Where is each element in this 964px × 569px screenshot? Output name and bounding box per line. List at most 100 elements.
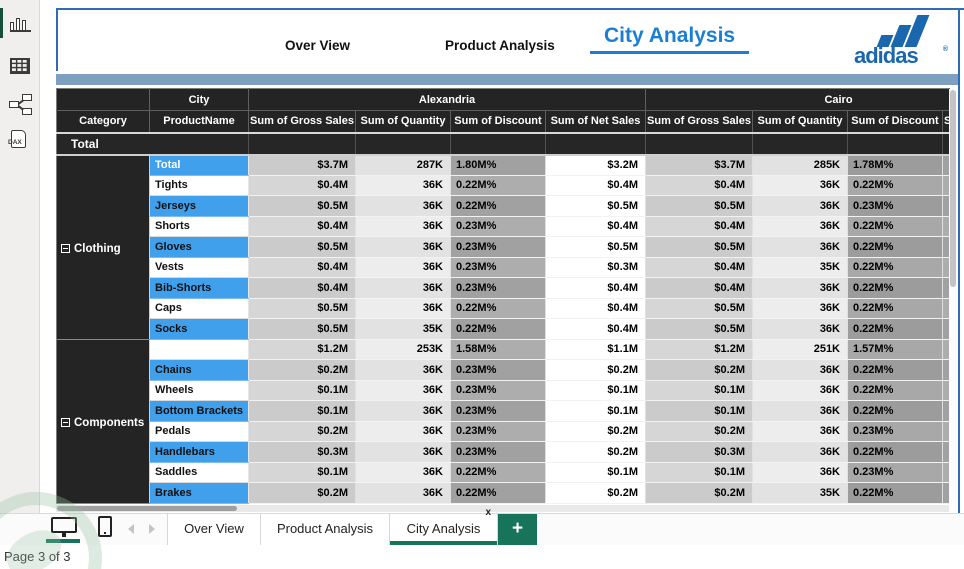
prev-page-arrow-icon[interactable]: [128, 524, 134, 534]
category-cell-components[interactable]: Components: [56, 339, 150, 504]
product-cell[interactable]: Brakes: [149, 482, 249, 504]
value-cell-alex_gross[interactable]: $0.5M: [248, 195, 356, 217]
product-cell[interactable]: Handlebars: [149, 441, 249, 463]
value-cell-alex_net[interactable]: $0.1M: [545, 380, 646, 401]
value-cell-cairo_discount[interactable]: 1.78M%: [847, 154, 943, 176]
value-cell-cairo_qty[interactable]: 36K: [752, 277, 848, 299]
column-header-alex-measure-0[interactable]: Sum of Gross Sales: [248, 110, 356, 133]
value-cell-cairo_qty[interactable]: 36K: [752, 318, 848, 340]
value-cell-cairo_discount[interactable]: 0.22M%: [847, 175, 943, 196]
value-cell-alex_qty[interactable]: 287K: [355, 154, 451, 176]
value-cell-cairo_gross[interactable]: $0.2M: [645, 482, 753, 504]
value-cell-cairo_gross[interactable]: $0.1M: [645, 462, 753, 483]
value-cell-cairo_gross[interactable]: $0.1M: [645, 400, 753, 422]
column-header-alex-measure-2[interactable]: Sum of Discount: [450, 110, 546, 133]
value-cell-alex_net[interactable]: $0.4M: [545, 318, 646, 340]
value-cell-alex_discount[interactable]: 0.23M%: [450, 380, 546, 401]
product-cell[interactable]: Socks: [149, 318, 249, 340]
value-cell-alex_gross[interactable]: $0.4M: [248, 175, 356, 196]
page-tab-city-analysis[interactable]: City Analysis x: [390, 507, 498, 545]
value-cell-alex_net[interactable]: $0.3M: [545, 257, 646, 278]
value-cell-cairo_gross[interactable]: $0.4M: [645, 257, 753, 278]
value-cell-alex_gross[interactable]: $0.1M: [248, 380, 356, 401]
dax-query-view-button[interactable]: DAX: [0, 124, 40, 160]
value-cell-cairo_discount[interactable]: 0.22M%: [847, 482, 943, 504]
value-cell-alex_discount[interactable]: 0.22M%: [450, 462, 546, 483]
value-cell-cairo_discount[interactable]: 0.22M%: [847, 216, 943, 237]
horizontal-scrollbar[interactable]: [56, 505, 949, 512]
value-cell-alex_net[interactable]: $0.1M: [545, 400, 646, 422]
value-cell-alex_gross[interactable]: $0.5M: [248, 298, 356, 319]
value-cell-alex_qty[interactable]: 36K: [355, 277, 451, 299]
value-cell-cairo_qty[interactable]: 36K: [752, 216, 848, 237]
value-cell-alex_net[interactable]: $0.4M: [545, 298, 646, 319]
desktop-view-icon[interactable]: [51, 517, 77, 537]
column-header-category[interactable]: Category: [56, 110, 150, 133]
value-cell-alex_qty[interactable]: 36K: [355, 441, 451, 463]
value-cell-alex_discount[interactable]: 0.23M%: [450, 400, 546, 422]
value-cell-alex_gross[interactable]: $0.2M: [248, 482, 356, 504]
product-cell[interactable]: Bib-Shorts: [149, 277, 249, 299]
product-cell[interactable]: [149, 339, 249, 360]
value-cell-alex_discount[interactable]: 0.22M%: [450, 175, 546, 196]
value-cell-cairo_discount[interactable]: 0.22M%: [847, 359, 943, 381]
column-header-cairo-measure-2[interactable]: Sum of Discount: [847, 110, 943, 133]
value-cell-alex_gross[interactable]: $0.4M: [248, 216, 356, 237]
value-cell-alex_discount[interactable]: 0.22M%: [450, 195, 546, 217]
value-cell-alex_qty[interactable]: 36K: [355, 482, 451, 504]
value-cell-alex_discount[interactable]: 0.23M%: [450, 257, 546, 278]
product-cell[interactable]: Gloves: [149, 236, 249, 258]
value-cell-cairo_gross[interactable]: $0.2M: [645, 359, 753, 381]
value-cell-alex_qty[interactable]: 253K: [355, 339, 451, 360]
value-cell-cairo_qty[interactable]: 251K: [752, 339, 848, 360]
value-cell-cairo_qty[interactable]: 36K: [752, 175, 848, 196]
value-cell-alex_net[interactable]: $0.2M: [545, 359, 646, 381]
value-cell-alex_discount[interactable]: 0.23M%: [450, 216, 546, 237]
city-header-cairo[interactable]: Cairo: [645, 88, 950, 111]
value-cell-alex_net[interactable]: $0.2M: [545, 441, 646, 463]
product-cell[interactable]: Jerseys: [149, 195, 249, 217]
product-cell[interactable]: Shorts: [149, 216, 249, 237]
product-cell[interactable]: Tights: [149, 175, 249, 196]
value-cell-cairo_qty[interactable]: 285K: [752, 154, 848, 176]
value-cell-alex_qty[interactable]: 36K: [355, 175, 451, 196]
value-cell-alex_discount[interactable]: 0.23M%: [450, 236, 546, 258]
product-cell[interactable]: Chains: [149, 359, 249, 381]
value-cell-alex_gross[interactable]: $0.3M: [248, 441, 356, 463]
product-cell[interactable]: Caps: [149, 298, 249, 319]
value-cell-alex_net[interactable]: $3.2M: [545, 154, 646, 176]
city-matrix-visual[interactable]: City Alexandria Cairo Category ProductName Su…: [56, 88, 950, 505]
value-cell-cairo_gross[interactable]: $0.5M: [645, 298, 753, 319]
value-cell-alex_gross[interactable]: $0.2M: [248, 359, 356, 381]
value-cell-alex_discount[interactable]: 0.23M%: [450, 359, 546, 381]
value-cell-cairo_discount[interactable]: 0.22M%: [847, 400, 943, 422]
value-cell-alex_qty[interactable]: 36K: [355, 359, 451, 381]
value-cell-alex_net[interactable]: $0.2M: [545, 482, 646, 504]
column-header-productname[interactable]: ProductName: [149, 110, 249, 133]
grand-total-row[interactable]: Total: [56, 131, 950, 156]
value-cell-alex_qty[interactable]: 36K: [355, 421, 451, 442]
value-cell-cairo_qty[interactable]: 36K: [752, 441, 848, 463]
value-cell-alex_discount[interactable]: 0.22M%: [450, 298, 546, 319]
value-cell-cairo_discount[interactable]: 0.22M%: [847, 277, 943, 299]
value-cell-cairo_discount[interactable]: 0.23M%: [847, 421, 943, 442]
mobile-view-icon[interactable]: [98, 516, 112, 537]
nav-city-analysis-link[interactable]: City Analysis: [590, 24, 750, 54]
value-cell-alex_qty[interactable]: 36K: [355, 400, 451, 422]
city-header-alexandria[interactable]: Alexandria: [248, 88, 646, 111]
value-cell-alex_gross[interactable]: $3.7M: [248, 154, 356, 176]
value-cell-alex_net[interactable]: $0.2M: [545, 421, 646, 442]
nav-overview-link[interactable]: Over View: [285, 38, 351, 53]
city-field-header[interactable]: City: [149, 88, 249, 111]
report-view-button[interactable]: [0, 6, 40, 42]
product-cell[interactable]: Vests: [149, 257, 249, 278]
value-cell-alex_net[interactable]: $0.4M: [545, 216, 646, 237]
close-tab-icon[interactable]: x: [485, 507, 491, 518]
value-cell-alex_qty[interactable]: 36K: [355, 216, 451, 237]
value-cell-cairo_gross[interactable]: $0.4M: [645, 277, 753, 299]
value-cell-cairo_discount[interactable]: 0.22M%: [847, 257, 943, 278]
value-cell-alex_net[interactable]: $1.1M: [545, 339, 646, 360]
value-cell-cairo_gross[interactable]: $0.4M: [645, 175, 753, 196]
value-cell-alex_gross[interactable]: $0.5M: [248, 236, 356, 258]
value-cell-alex_net[interactable]: $0.1M: [545, 462, 646, 483]
